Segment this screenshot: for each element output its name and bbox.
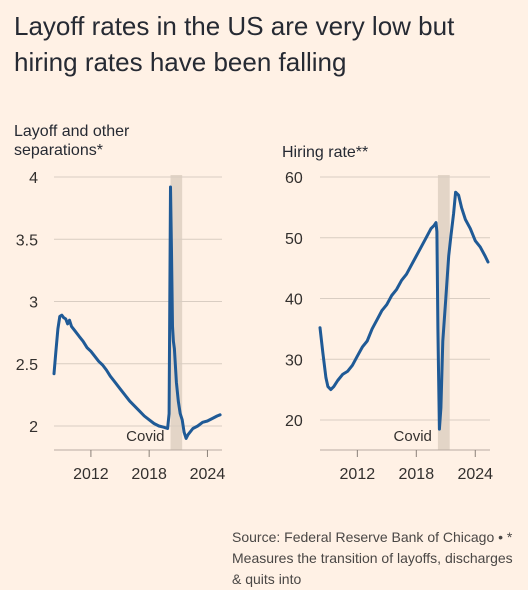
layoff-covid-band [170,175,183,450]
hiring-ytick-label: 20 [285,413,303,430]
hiring-ytick-label: 50 [285,231,303,248]
layoff-series-line [52,185,222,440]
hiring-xtick-label: 2012 [340,466,376,483]
source-note: Source: Federal Reserve Bank of Chicago … [232,529,513,587]
layoff-ytick-label: 3 [29,295,38,312]
hiring-rate-panel: 20 30 40 50 60 2012 2018 2024 Covid [285,170,493,483]
layoff-ytick-label: 4 [29,170,38,187]
hiring-ytick-label: 60 [285,170,303,187]
hiring-ytick-label: 30 [285,352,303,369]
layoff-ytick-label: 2.5 [16,357,38,374]
layoff-ytick-label: 3.5 [16,232,38,249]
layoff-xtick-label: 2018 [131,466,167,483]
layoff-covid-label: Covid [126,428,164,445]
layoff-ytick-label: 2 [29,419,38,436]
layoff-rate-panel: 2 2.5 3 3.5 4 2012 2018 2024 Covid [16,170,226,483]
charts-canvas: 2 2.5 3 3.5 4 2012 2018 2024 Covid 20 30 40 50 60 201… [16,170,493,483]
chart-title: Layoff rates in the US are very low but … [14,11,455,77]
layoff-xtick-label: 2012 [73,466,109,483]
hiring-series-line [318,190,490,431]
hiring-covid-label: Covid [394,428,432,445]
left-panel-ylabel: Layoff and other separations* [14,123,130,159]
layoff-xtick-label: 2024 [190,466,226,483]
right-panel-ylabel: Hiring rate** [282,144,369,161]
hiring-xtick-label: 2024 [457,466,493,483]
hiring-ytick-label: 40 [285,292,303,309]
hiring-xtick-label: 2018 [399,466,435,483]
